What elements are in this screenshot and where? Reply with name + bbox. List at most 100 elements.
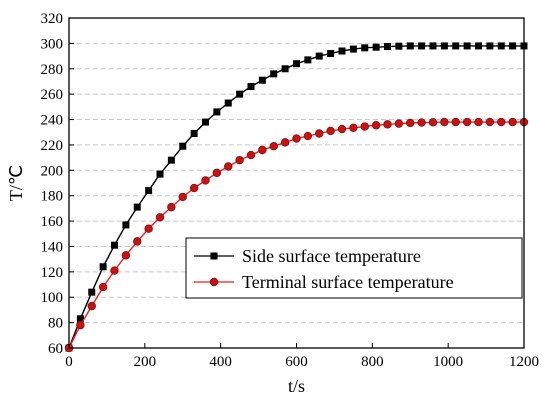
y-tick-label: 140 — [41, 239, 64, 255]
data-point-square — [156, 170, 164, 178]
series-terminal — [64, 117, 529, 353]
data-point-circle — [144, 224, 153, 233]
data-point-circle — [155, 213, 165, 222]
data-point-square — [88, 288, 96, 296]
x-tick-label: 1000 — [433, 354, 463, 370]
data-point-square — [384, 43, 391, 51]
y-tick-label: 240 — [41, 113, 64, 129]
data-point-square — [497, 42, 505, 50]
y-tick-label: 160 — [41, 214, 64, 230]
data-point-square — [111, 241, 118, 249]
x-tick-label: 1200 — [509, 354, 539, 370]
y-tick-label: 280 — [41, 62, 64, 78]
data-point-circle — [76, 320, 85, 330]
data-point-square — [293, 60, 300, 68]
legend-label-terminal: Terminal surface temperature — [242, 272, 454, 292]
data-point-circle — [485, 117, 495, 127]
data-point-circle — [224, 162, 233, 171]
data-point-square — [76, 315, 84, 323]
data-point-square — [463, 42, 471, 50]
x-tick-label: 200 — [134, 354, 157, 370]
legend-label-side: Side surface temperature — [242, 246, 421, 266]
data-point-square — [327, 50, 335, 58]
data-point-circle — [201, 176, 210, 185]
x-tick-label: 800 — [361, 354, 384, 370]
legend: Side surface temperature Terminal surfac… — [185, 237, 523, 299]
data-point-circle — [189, 183, 199, 193]
data-point-square — [236, 90, 244, 98]
data-point-square — [133, 203, 141, 211]
y-tick-label: 300 — [41, 36, 64, 52]
data-point-circle — [440, 117, 449, 127]
y-tick-label: 120 — [41, 265, 64, 281]
data-point-circle — [428, 118, 438, 127]
series-layer — [64, 42, 529, 353]
data-point-square — [372, 43, 380, 51]
data-point-square — [179, 142, 187, 150]
x-axis-title: t/s — [288, 376, 305, 396]
data-point-circle — [315, 129, 324, 138]
series-side — [65, 42, 528, 352]
y-tick-label: 260 — [41, 87, 64, 103]
tick-layer: 60 80 100 120 140 160 180 200 220 240 260 280 300 320… — [41, 11, 540, 370]
data-point-circle — [371, 121, 381, 130]
y-tick-label: 60 — [48, 341, 63, 357]
data-point-circle — [360, 122, 369, 131]
data-point-square — [247, 83, 255, 91]
data-point-square — [167, 156, 175, 164]
series-line — [68, 121, 524, 349]
y-tick-label: 80 — [48, 316, 63, 332]
data-point-circle — [178, 192, 187, 202]
data-point-square — [304, 56, 312, 64]
data-point-square — [486, 42, 494, 50]
data-point-circle — [110, 266, 119, 275]
data-point-square — [145, 187, 153, 195]
x-tick-label: 400 — [209, 354, 232, 370]
data-point-circle — [508, 117, 517, 127]
data-point-circle — [383, 120, 392, 129]
data-point-circle — [98, 282, 108, 292]
y-tick-label: 200 — [41, 163, 64, 179]
data-point-square — [213, 108, 221, 116]
data-point-circle — [212, 168, 222, 178]
data-point-circle — [87, 301, 96, 311]
data-point-square — [406, 42, 414, 50]
legend-marker-circle — [209, 277, 219, 287]
data-point-square — [349, 45, 357, 53]
data-point-circle — [269, 141, 278, 151]
data-point-square — [224, 99, 232, 107]
data-point-circle — [337, 124, 347, 134]
data-point-circle — [121, 251, 131, 260]
data-point-square — [395, 42, 403, 50]
data-point-square — [315, 52, 323, 60]
data-point-circle — [303, 131, 313, 141]
data-point-circle — [246, 150, 256, 160]
y-tick-label: 320 — [41, 11, 64, 27]
data-point-square — [361, 44, 369, 52]
data-point-circle — [497, 117, 506, 127]
data-point-square — [475, 42, 482, 50]
x-tick-label: 0 — [65, 354, 73, 370]
data-point-circle — [167, 202, 176, 212]
data-point-circle — [280, 138, 290, 147]
y-tick-label: 180 — [41, 189, 64, 205]
data-point-square — [440, 42, 448, 50]
data-point-square — [452, 42, 460, 50]
y-axis-title: T/℃ — [6, 165, 26, 201]
data-point-square — [509, 42, 517, 50]
data-point-square — [429, 42, 437, 50]
data-point-circle — [417, 118, 426, 127]
data-point-circle — [474, 117, 483, 127]
series-line — [68, 45, 524, 349]
data-point-circle — [462, 117, 472, 127]
data-point-circle — [451, 117, 460, 127]
data-point-circle — [326, 126, 335, 136]
legend-box — [185, 237, 523, 299]
y-tick-label: 220 — [41, 138, 64, 154]
data-point-square — [122, 221, 130, 229]
data-point-square — [418, 42, 426, 50]
data-point-square — [190, 130, 198, 137]
data-point-circle — [394, 119, 404, 128]
data-point-square — [99, 263, 107, 271]
data-point-circle — [258, 145, 267, 155]
